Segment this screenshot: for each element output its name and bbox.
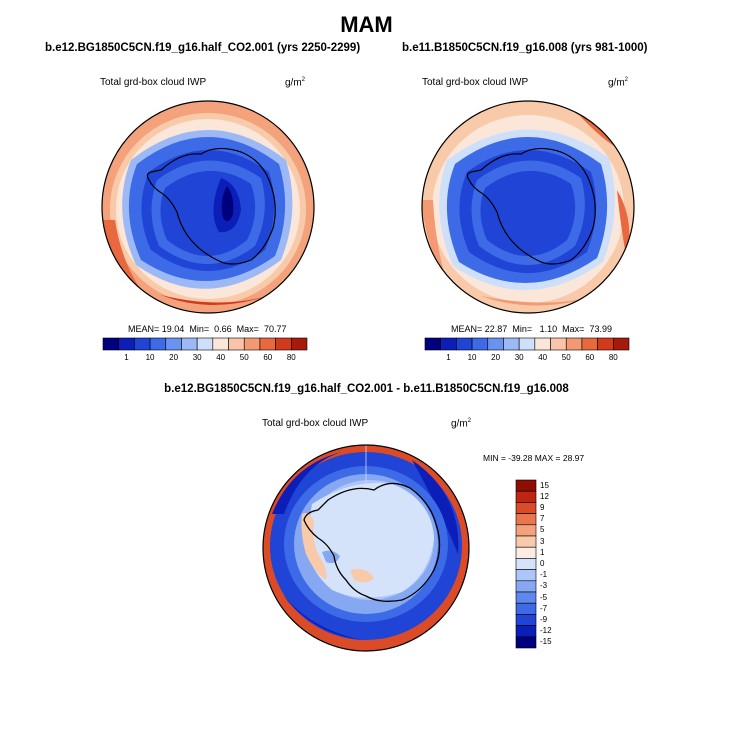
map-diff bbox=[262, 444, 470, 652]
colorbar-diff-swatch bbox=[515, 490, 537, 503]
colorbar-diff-tick-label: 1 bbox=[540, 547, 545, 557]
colorbar-swatch bbox=[565, 337, 583, 351]
colorbar-diff-tick-label: 15 bbox=[540, 480, 549, 490]
colorbar-swatch bbox=[597, 337, 614, 351]
colorbar-swatch bbox=[134, 337, 151, 351]
panel-diff-units: g/m2 bbox=[451, 418, 472, 430]
colorbar-diff-swatch bbox=[515, 524, 537, 537]
colorbar-tick-label: 50 bbox=[239, 353, 249, 362]
colorbar-tick-label: 80 bbox=[286, 353, 296, 362]
colorbar-tick-label: 20 bbox=[169, 353, 179, 362]
colorbar-swatch bbox=[581, 337, 598, 351]
colorbar-tick-label: 10 bbox=[145, 353, 155, 362]
colorbar-swatch bbox=[487, 337, 504, 351]
colorbar-diff-tick-label: -9 bbox=[540, 615, 548, 624]
colorbar-diff-tick-label: -1 bbox=[540, 570, 548, 580]
colorbar-diff-swatch bbox=[515, 569, 537, 582]
colorbar-left-ticks: 1 10 20 30 40 50 60 80 bbox=[103, 353, 307, 365]
colorbar-diff-swatch bbox=[515, 479, 537, 492]
colorbar-diff-swatch bbox=[515, 602, 537, 615]
colorbar-swatch bbox=[424, 337, 441, 351]
figure-title: MAM bbox=[340, 12, 393, 37]
colorbar-diff-tick-label: 3 bbox=[540, 536, 545, 546]
colorbar-swatch bbox=[471, 337, 489, 351]
colorbar-diff-tick-label: -7 bbox=[540, 603, 548, 613]
colorbar-tick-label: 1 bbox=[446, 353, 451, 362]
map-right bbox=[421, 100, 635, 314]
colorbar-diff-swatch bbox=[515, 591, 537, 604]
colorbar-diff bbox=[515, 479, 537, 649]
colorbar-diff-swatch bbox=[515, 636, 537, 649]
colorbar-tick-label: 40 bbox=[538, 353, 548, 362]
panel-right-title: b.e11.B1850C5CN.f19_g16.008 (yrs 981-100… bbox=[402, 42, 648, 54]
colorbar-tick-label: 30 bbox=[514, 353, 524, 362]
colorbar-diff-tick-label: 0 bbox=[540, 559, 545, 568]
colorbar-swatch bbox=[165, 337, 182, 351]
colorbar-swatch bbox=[212, 337, 229, 351]
colorbar-diff-swatch bbox=[515, 558, 537, 570]
colorbar-swatch bbox=[149, 337, 167, 351]
colorbar-tick-label: 60 bbox=[585, 353, 595, 362]
panel-left-units: g/m2 bbox=[285, 77, 306, 89]
colorbar-diff-tick-label: -15 bbox=[540, 637, 552, 647]
colorbar-diff-swatch bbox=[515, 546, 537, 559]
colorbar-swatch bbox=[550, 337, 567, 351]
colorbar-tick-label: 1 bbox=[124, 353, 129, 362]
colorbar-diff-tick-label: -12 bbox=[540, 626, 552, 636]
colorbar-swatch bbox=[243, 337, 261, 351]
colorbar-diff-tick-label: 9 bbox=[540, 503, 545, 512]
colorbar-tick-label: 10 bbox=[467, 353, 477, 362]
panel-left-variable: Total grd-box cloud IWP bbox=[100, 77, 207, 88]
colorbar-diff-ticks: 15 12 9 7 5 3 1 0 -1 -3 -5 -7 -9 -12 -15 bbox=[540, 480, 570, 648]
continent-outline bbox=[146, 147, 276, 265]
colorbar-diff-swatch bbox=[515, 535, 537, 548]
panel-diff-title: b.e12.BG1850C5CN.f19_g16.half_CO2.001 - … bbox=[164, 383, 569, 395]
colorbar-swatch bbox=[291, 337, 308, 351]
colorbar-swatch bbox=[228, 337, 245, 351]
panel-right-variable: Total grd-box cloud IWP bbox=[422, 77, 529, 88]
colorbar-swatch bbox=[259, 337, 276, 351]
colorbar-swatch bbox=[181, 337, 198, 351]
panel-right-stats: MEAN= 22.87 Min= 1.10 Max= 73.99 bbox=[451, 324, 612, 334]
colorbar-diff-tick-label: 5 bbox=[540, 525, 545, 535]
colorbar-swatch bbox=[440, 337, 457, 351]
colorbar-right-ticks: 1 10 20 30 40 50 60 80 bbox=[425, 353, 629, 365]
colorbar-swatch bbox=[456, 337, 473, 351]
colorbar-swatch bbox=[534, 337, 551, 351]
colorbar-diff-swatch bbox=[515, 625, 537, 638]
colorbar-diff-swatch bbox=[515, 502, 537, 514]
colorbar-tick-label: 50 bbox=[561, 353, 571, 362]
colorbar-left bbox=[102, 337, 308, 351]
colorbar-diff-tick-label: 7 bbox=[540, 514, 545, 524]
colorbar-tick-label: 60 bbox=[263, 353, 273, 362]
colorbar-swatch bbox=[275, 337, 292, 351]
panel-diff-variable: Total grd-box cloud IWP bbox=[262, 418, 369, 429]
colorbar-diff-tick-label: -3 bbox=[540, 581, 548, 591]
colorbar-swatch bbox=[503, 337, 520, 351]
panel-right-units: g/m2 bbox=[608, 77, 629, 89]
map-left bbox=[101, 100, 315, 314]
colorbar-diff-swatch bbox=[515, 614, 537, 626]
colorbar-swatch bbox=[613, 337, 630, 351]
colorbar-swatch bbox=[118, 337, 135, 351]
colorbar-tick-label: 30 bbox=[192, 353, 202, 362]
colorbar-diff-tick-label: 12 bbox=[540, 491, 549, 501]
panel-diff-stats: MIN = -39.28 MAX = 28.97 bbox=[483, 453, 585, 463]
colorbar-swatch bbox=[518, 337, 536, 351]
colorbar-tick-label: 40 bbox=[216, 353, 226, 362]
colorbar-tick-label: 20 bbox=[491, 353, 501, 362]
colorbar-diff-tick-label: -5 bbox=[540, 592, 548, 602]
panel-left-stats: MEAN= 19.04 Min= 0.66 Max= 70.77 bbox=[128, 324, 287, 334]
colorbar-diff-swatch bbox=[515, 513, 537, 526]
colorbar-swatch bbox=[196, 337, 214, 351]
colorbar-right bbox=[424, 337, 630, 351]
colorbar-tick-label: 80 bbox=[608, 353, 618, 362]
colorbar-swatch bbox=[102, 337, 119, 351]
panel-left-title: b.e12.BG1850C5CN.f19_g16.half_CO2.001 (y… bbox=[45, 42, 361, 54]
colorbar-diff-swatch bbox=[515, 580, 537, 593]
